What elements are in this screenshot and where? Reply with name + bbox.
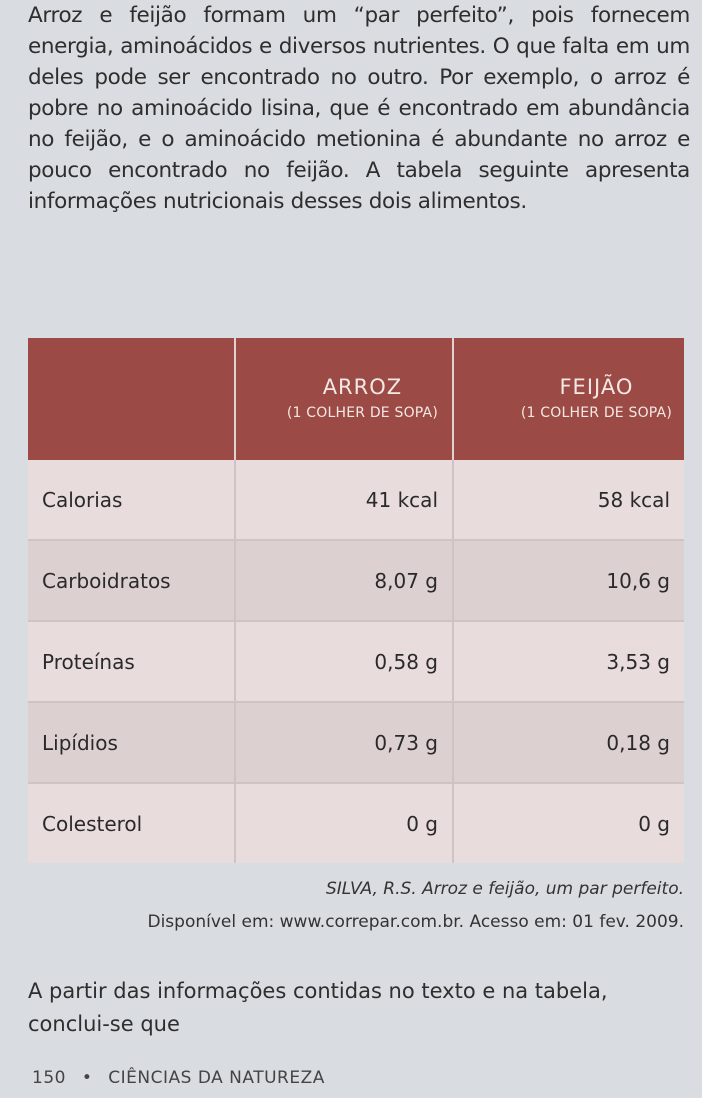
header-feijao-name: FEIJÃO <box>559 375 634 399</box>
source-credit: SILVA, R.S. Arroz e feijão, um par perfe… <box>44 873 684 939</box>
intro-text: Arroz e feijão formam um “par perfeito”,… <box>28 3 690 214</box>
header-arroz-name: ARROZ <box>322 375 403 399</box>
header-arroz-sub: (1 COLHER DE SOPA) <box>286 405 438 421</box>
header-empty-cell <box>28 338 236 460</box>
source-availability: Disponível em: www.correpar.com.br. Aces… <box>147 912 684 932</box>
table-row: Carboidratos 8,07 g 10,6 g <box>28 540 684 622</box>
question-stem: A partir das informações contidas no tex… <box>28 975 694 1041</box>
table-row: Proteínas 0,58 g 3,53 g <box>28 621 684 703</box>
header-arroz: ARROZ (1 COLHER DE SOPA) <box>235 338 454 460</box>
header-feijao: FEIJÃO (1 COLHER DE SOPA) <box>453 338 684 460</box>
source-citation: SILVA, R.S. Arroz e feijão, um par perfe… <box>325 879 684 899</box>
section-name: CIÊNCIAS DA NATUREZA <box>108 1068 325 1088</box>
table-row: Calorias 41 kcal 58 kcal <box>28 460 684 541</box>
arroz-value: 41 kcal <box>235 460 454 541</box>
row-label: Colesterol <box>28 783 236 863</box>
arroz-value: 0,73 g <box>235 702 454 784</box>
table-header-row: ARROZ (1 COLHER DE SOPA) FEIJÃO (1 COLHE… <box>28 338 684 460</box>
feijao-value: 0,18 g <box>453 702 684 784</box>
feijao-value: 0 g <box>453 783 684 863</box>
table-row: Lipídios 0,73 g 0,18 g <box>28 702 684 784</box>
row-label: Proteínas <box>28 621 236 703</box>
feijao-value: 58 kcal <box>453 460 684 541</box>
feijao-value: 3,53 g <box>453 621 684 703</box>
table-row: Colesterol 0 g 0 g <box>28 783 684 863</box>
intro-paragraph: Arroz e feijão formam um “par perfeito”,… <box>28 0 690 217</box>
nutrition-table: ARROZ (1 COLHER DE SOPA) FEIJÃO (1 COLHE… <box>28 338 684 863</box>
footer-separator: • <box>81 1068 93 1088</box>
feijao-value: 10,6 g <box>453 540 684 622</box>
arroz-value: 0 g <box>235 783 454 863</box>
row-label: Lipídios <box>28 702 236 784</box>
arroz-value: 8,07 g <box>235 540 454 622</box>
question-text: A partir das informações contidas no tex… <box>28 979 608 1036</box>
header-feijao-sub: (1 COLHER DE SOPA) <box>520 405 672 421</box>
row-label: Calorias <box>28 460 236 541</box>
page-footer: 150 • CIÊNCIAS DA NATUREZA <box>32 1068 325 1088</box>
row-label: Carboidratos <box>28 540 236 622</box>
arroz-value: 0,58 g <box>235 621 454 703</box>
page-number: 150 <box>32 1068 66 1088</box>
